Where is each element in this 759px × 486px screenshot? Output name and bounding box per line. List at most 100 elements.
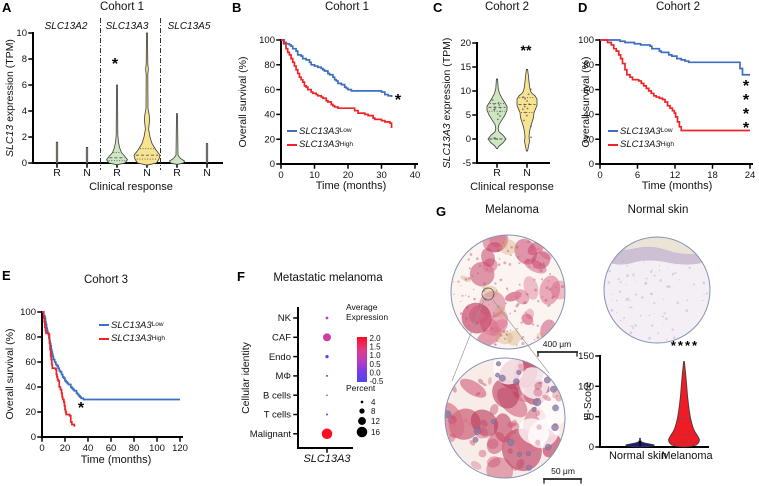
tick-label: 0: [31, 432, 36, 443]
legend-percent-title: Percent: [346, 383, 376, 393]
stain-speckle: [516, 327, 519, 330]
stain-blob: [487, 242, 504, 253]
stain-speckle: [483, 328, 485, 330]
stain-speckle: [623, 316, 626, 319]
stain-speckle: [506, 249, 510, 253]
legend-avg-title: Expression: [346, 312, 388, 322]
dot-T cells: [326, 413, 328, 416]
violin-cohort2-N: [516, 69, 538, 152]
tick-label: 10: [460, 86, 471, 97]
stain-speckle: [543, 264, 546, 267]
legend-item-high: SLC13A3 High: [608, 139, 674, 151]
row-label: NK: [278, 313, 292, 324]
stain-speckle: [524, 311, 527, 314]
stain-speckle: [499, 278, 503, 282]
stain-blob: [470, 461, 482, 470]
panel-letter-b: B: [232, 0, 242, 15]
stain-blob: [499, 239, 517, 255]
row-label: T cells: [264, 410, 292, 421]
stain-speckle: [536, 324, 539, 327]
data-point: [526, 100, 528, 102]
ylabel-panel-a: SLC13 expression (TPM): [4, 39, 16, 157]
stain-speckle: [692, 283, 695, 286]
legend-item-high: SLC13A3 High: [287, 139, 353, 151]
stain-blob: [511, 419, 518, 427]
data-point: [491, 99, 494, 101]
stain-speckle: [491, 268, 494, 270]
stain-speckle: [702, 299, 705, 301]
tick-label: 100: [20, 307, 36, 318]
inset-marker-circle: [481, 287, 495, 301]
legend-item-low: SLC13A3 Low: [608, 125, 673, 137]
stain-speckle: [488, 303, 490, 305]
stain-blob: [481, 248, 495, 267]
epidermis-band: [604, 245, 710, 265]
stain-speckle: [507, 330, 509, 332]
stain-blob: [534, 381, 543, 391]
stain-blob: [507, 421, 515, 428]
stain-speckle: [499, 334, 503, 337]
percent-legend-label: 4: [371, 398, 376, 407]
stain-blob: [531, 251, 551, 270]
tick-label: 40: [410, 170, 421, 181]
stain-blob: [487, 377, 492, 385]
panel-letter-c: C: [433, 0, 443, 15]
tick-label: 100: [578, 382, 594, 393]
stain-blob: [481, 286, 489, 291]
stain-blob: [518, 367, 549, 399]
colorbar-tick: 1.0: [370, 351, 382, 360]
stain-speckle: [532, 257, 534, 260]
stain-blob: [486, 456, 501, 468]
nucleus: [495, 361, 502, 367]
stain-speckle: [497, 248, 501, 252]
stain-speckle: [518, 262, 521, 265]
stain-speckle: [630, 306, 633, 308]
data-point: [493, 106, 496, 109]
sig-panel-d-star: *: [742, 92, 750, 109]
stain-speckle: [667, 285, 671, 288]
stain-speckle: [615, 299, 618, 302]
category-label: R: [493, 167, 501, 179]
data-point: [524, 111, 527, 114]
legend-avg-title: Average: [346, 302, 378, 312]
stain-speckle: [505, 287, 509, 290]
stain-speckle: [539, 269, 543, 273]
stain-speckle: [634, 293, 638, 296]
legend-dash: [608, 143, 618, 146]
colorbar-tick: 1.5: [370, 343, 382, 352]
xlabel-panel-a: Clinical response: [89, 181, 173, 193]
stain-speckle: [617, 278, 620, 281]
nucleus: [516, 369, 522, 376]
percent-legend-dot: [359, 408, 365, 414]
legend-dash: [608, 130, 618, 132]
panel-letter-e: E: [2, 268, 11, 283]
stain-speckle: [705, 292, 709, 295]
stain-speckle: [657, 332, 660, 335]
stain-speckle: [471, 275, 474, 277]
stain-speckle: [621, 259, 625, 263]
stain-blob: [518, 418, 550, 445]
tick-label: 30: [376, 170, 387, 181]
km-curve-high: [281, 39, 393, 129]
stain-blob: [477, 378, 484, 384]
stain-speckle: [533, 278, 536, 281]
stain-speckle: [503, 244, 506, 247]
colorbar-tick: 2.0: [370, 334, 382, 343]
stain-speckle: [520, 321, 523, 324]
category-label: R: [173, 167, 181, 179]
stain-blob: [514, 289, 530, 305]
nucleus: [490, 418, 496, 425]
stain-speckle: [502, 241, 505, 244]
ylabel-panel-c: SLC13A3 expression (TPM): [441, 37, 453, 169]
stain-speckle: [671, 328, 674, 331]
data-point: [527, 93, 530, 96]
stain-speckle: [545, 286, 549, 290]
stain-blob: [536, 332, 544, 338]
tick-label: 0: [589, 159, 594, 170]
stain-blob: [533, 388, 543, 397]
data-point: [496, 118, 499, 121]
stain-blob: [538, 381, 543, 385]
stain-speckle: [661, 315, 664, 318]
stain-speckle: [538, 269, 540, 271]
stain-speckle: [628, 299, 631, 302]
